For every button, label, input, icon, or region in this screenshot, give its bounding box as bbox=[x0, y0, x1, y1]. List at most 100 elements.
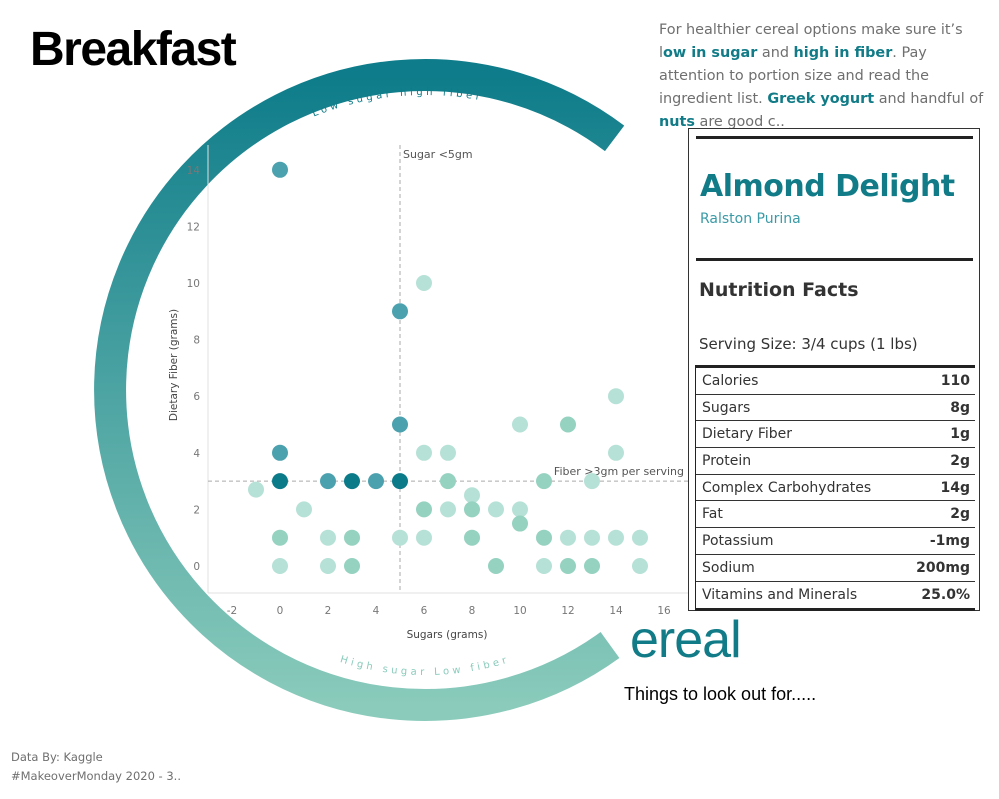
nutrient-label: Complex Carbohydrates bbox=[702, 479, 872, 496]
c-ring bbox=[94, 59, 625, 721]
data-point[interactable] bbox=[512, 515, 528, 532]
x-tick-label: 14 bbox=[609, 605, 623, 617]
x-tick-label: 10 bbox=[513, 605, 526, 617]
x-tick-label: 6 bbox=[421, 605, 428, 617]
data-point[interactable] bbox=[560, 529, 576, 546]
data-point[interactable] bbox=[392, 529, 408, 546]
highlight-nuts: nuts bbox=[659, 114, 695, 130]
data-point[interactable] bbox=[416, 444, 432, 461]
data-point[interactable] bbox=[584, 558, 600, 574]
nutrition-row: Potassium -1mg bbox=[696, 528, 975, 555]
y-axis-label: Dietary Fiber (grams) bbox=[168, 309, 180, 421]
data-point[interactable] bbox=[608, 388, 624, 405]
data-point[interactable] bbox=[392, 303, 408, 320]
nutrient-value: 14g bbox=[940, 479, 970, 496]
nutrient-value: 1g bbox=[950, 426, 970, 443]
data-point[interactable] bbox=[632, 529, 648, 546]
nutrition-row: Complex Carbohydrates 14g bbox=[696, 475, 975, 502]
nutrient-label: Protein bbox=[702, 452, 752, 469]
x-tick-label: 8 bbox=[469, 605, 476, 617]
data-point[interactable] bbox=[272, 529, 288, 546]
tagline: Things to look out for..... bbox=[624, 684, 817, 704]
fiber-reference-label: Fiber >3gm per serving bbox=[554, 465, 684, 478]
data-point[interactable] bbox=[560, 558, 576, 574]
y-tick-label: 10 bbox=[187, 278, 200, 290]
highlight-low-sugar: ow in sugar bbox=[663, 45, 758, 61]
nutrition-row: Protein 2g bbox=[696, 448, 975, 475]
nutrient-label: Vitamins and Minerals bbox=[702, 586, 858, 603]
data-point[interactable] bbox=[488, 558, 504, 574]
intro-part: For healthier cereal options make sure i… bbox=[659, 22, 963, 61]
data-point[interactable] bbox=[320, 558, 336, 574]
y-tick-label: 12 bbox=[187, 221, 200, 233]
x-tick-label: 4 bbox=[373, 605, 380, 617]
manufacturer: Ralston Purina bbox=[700, 211, 801, 227]
data-source: Data By: Kaggle bbox=[11, 750, 103, 764]
data-point[interactable] bbox=[272, 473, 288, 490]
data-point[interactable] bbox=[416, 529, 432, 546]
nutrient-value: 25.0% bbox=[921, 586, 970, 603]
nutrient-value: 110 bbox=[940, 372, 970, 389]
serving-size: Serving Size: 3/4 cups (1 lbs) bbox=[699, 335, 918, 353]
divider bbox=[696, 136, 973, 139]
data-point[interactable] bbox=[344, 558, 360, 574]
data-point[interactable] bbox=[320, 529, 336, 546]
data-point[interactable] bbox=[344, 473, 360, 490]
data-point[interactable] bbox=[632, 558, 648, 574]
y-tick-label: 0 bbox=[193, 561, 200, 573]
data-point[interactable] bbox=[440, 501, 456, 518]
data-point[interactable] bbox=[464, 487, 480, 504]
makeover-tag: #MakeoverMonday 2020 - 3.. bbox=[11, 769, 181, 783]
data-point[interactable] bbox=[584, 529, 600, 546]
nutrient-value: 200mg bbox=[916, 559, 970, 576]
data-point[interactable] bbox=[584, 473, 600, 490]
data-point[interactable] bbox=[392, 473, 408, 490]
data-point[interactable] bbox=[440, 444, 456, 461]
nutrition-panel: Almond Delight Ralston Purina Nutrition … bbox=[688, 128, 980, 612]
divider bbox=[696, 258, 973, 261]
data-point[interactable] bbox=[512, 501, 528, 518]
data-point[interactable] bbox=[392, 416, 408, 433]
y-tick-label: 4 bbox=[193, 448, 200, 460]
data-point[interactable] bbox=[296, 501, 312, 518]
nutrition-row: Sodium 200mg bbox=[696, 555, 975, 582]
data-point[interactable] bbox=[272, 161, 288, 178]
y-tick-label: 2 bbox=[193, 504, 200, 516]
data-point[interactable] bbox=[320, 473, 336, 490]
footer: Data By: Kaggle #MakeoverMonday 2020 - 3… bbox=[11, 748, 181, 786]
nutrition-heading: Nutrition Facts bbox=[699, 279, 859, 301]
nutrition-row: Calories 110 bbox=[696, 368, 975, 395]
data-point[interactable] bbox=[272, 444, 288, 461]
highlight-high-fiber: high in fiber bbox=[793, 45, 893, 61]
data-point[interactable] bbox=[272, 558, 288, 574]
data-point[interactable] bbox=[488, 501, 504, 518]
nutrient-value: -1mg bbox=[929, 532, 970, 549]
data-point[interactable] bbox=[416, 275, 432, 291]
data-point[interactable] bbox=[344, 529, 360, 546]
data-point[interactable] bbox=[248, 481, 264, 498]
nutrition-row: Dietary Fiber 1g bbox=[696, 421, 975, 449]
page-title: Breakfast bbox=[30, 23, 237, 76]
nutrient-value: 2g bbox=[950, 452, 970, 469]
data-point[interactable] bbox=[512, 416, 528, 433]
x-tick-label: 2 bbox=[325, 605, 332, 617]
data-point[interactable] bbox=[536, 529, 552, 546]
data-point[interactable] bbox=[440, 473, 456, 490]
data-point[interactable] bbox=[368, 473, 384, 490]
nutrient-label: Potassium bbox=[702, 532, 774, 549]
y-tick-label: 6 bbox=[193, 391, 200, 403]
data-point[interactable] bbox=[464, 501, 480, 518]
data-point[interactable] bbox=[560, 416, 576, 433]
data-point[interactable] bbox=[416, 501, 432, 518]
intro-part: are good c.. bbox=[694, 114, 785, 130]
nutrition-row: Vitamins and Minerals 25.0% bbox=[696, 582, 975, 609]
y-tick-label: 8 bbox=[193, 335, 200, 347]
x-tick-label: 12 bbox=[561, 605, 574, 617]
data-point[interactable] bbox=[608, 444, 624, 461]
data-point[interactable] bbox=[536, 558, 552, 574]
data-point[interactable] bbox=[464, 529, 480, 546]
data-point[interactable] bbox=[536, 473, 552, 490]
data-point[interactable] bbox=[608, 529, 624, 546]
intro-part: and bbox=[757, 45, 794, 61]
nutrient-label: Sugars bbox=[702, 399, 751, 416]
